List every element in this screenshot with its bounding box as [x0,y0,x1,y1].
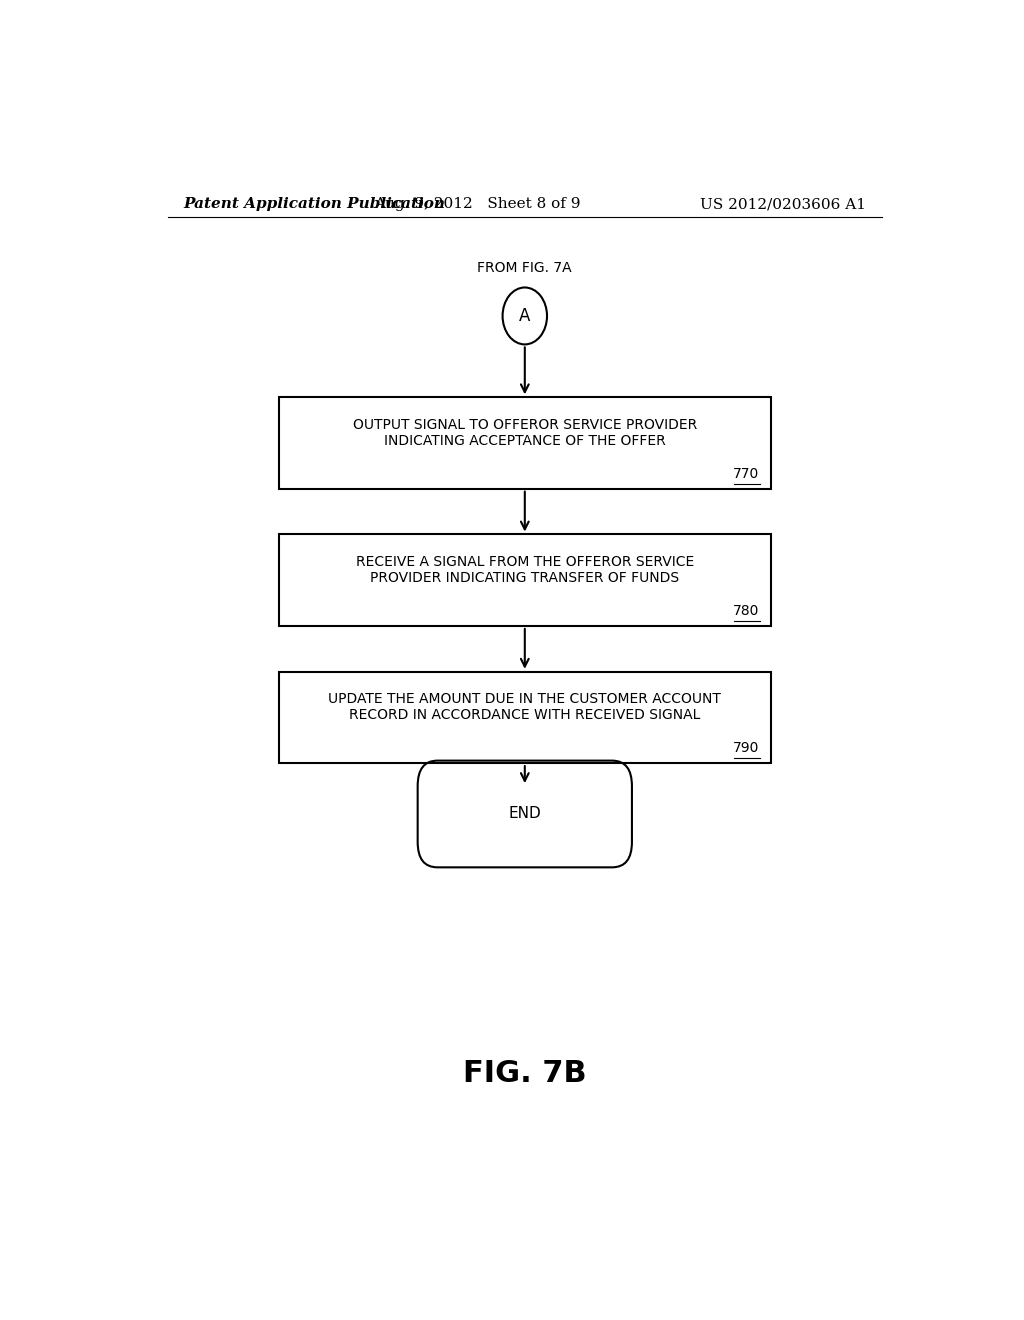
Text: END: END [509,807,541,821]
Bar [279,672,771,763]
Bar [279,535,771,626]
Bar [279,397,771,488]
Text: Aug. 9, 2012   Sheet 8 of 9: Aug. 9, 2012 Sheet 8 of 9 [374,197,581,211]
Text: RECEIVE A SIGNAL FROM THE OFFEROR SERVICE
PROVIDER INDICATING TRANSFER OF FUNDS: RECEIVE A SIGNAL FROM THE OFFEROR SERVIC… [355,554,694,585]
Text: FIG. 7B: FIG. 7B [463,1059,587,1088]
Text: 780: 780 [732,603,759,618]
Text: A: A [519,308,530,325]
Text: OUTPUT SIGNAL TO OFFEROR SERVICE PROVIDER
INDICATING ACCEPTANCE OF THE OFFER: OUTPUT SIGNAL TO OFFEROR SERVICE PROVIDE… [352,417,697,447]
Text: 770: 770 [732,466,759,480]
Text: US 2012/0203606 A1: US 2012/0203606 A1 [700,197,866,211]
Text: UPDATE THE AMOUNT DUE IN THE CUSTOMER ACCOUNT
RECORD IN ACCORDANCE WITH RECEIVED: UPDATE THE AMOUNT DUE IN THE CUSTOMER AC… [329,692,721,722]
Text: 790: 790 [732,741,759,755]
Text: FROM FIG. 7A: FROM FIG. 7A [477,261,572,276]
Text: Patent Application Publication: Patent Application Publication [183,197,445,211]
